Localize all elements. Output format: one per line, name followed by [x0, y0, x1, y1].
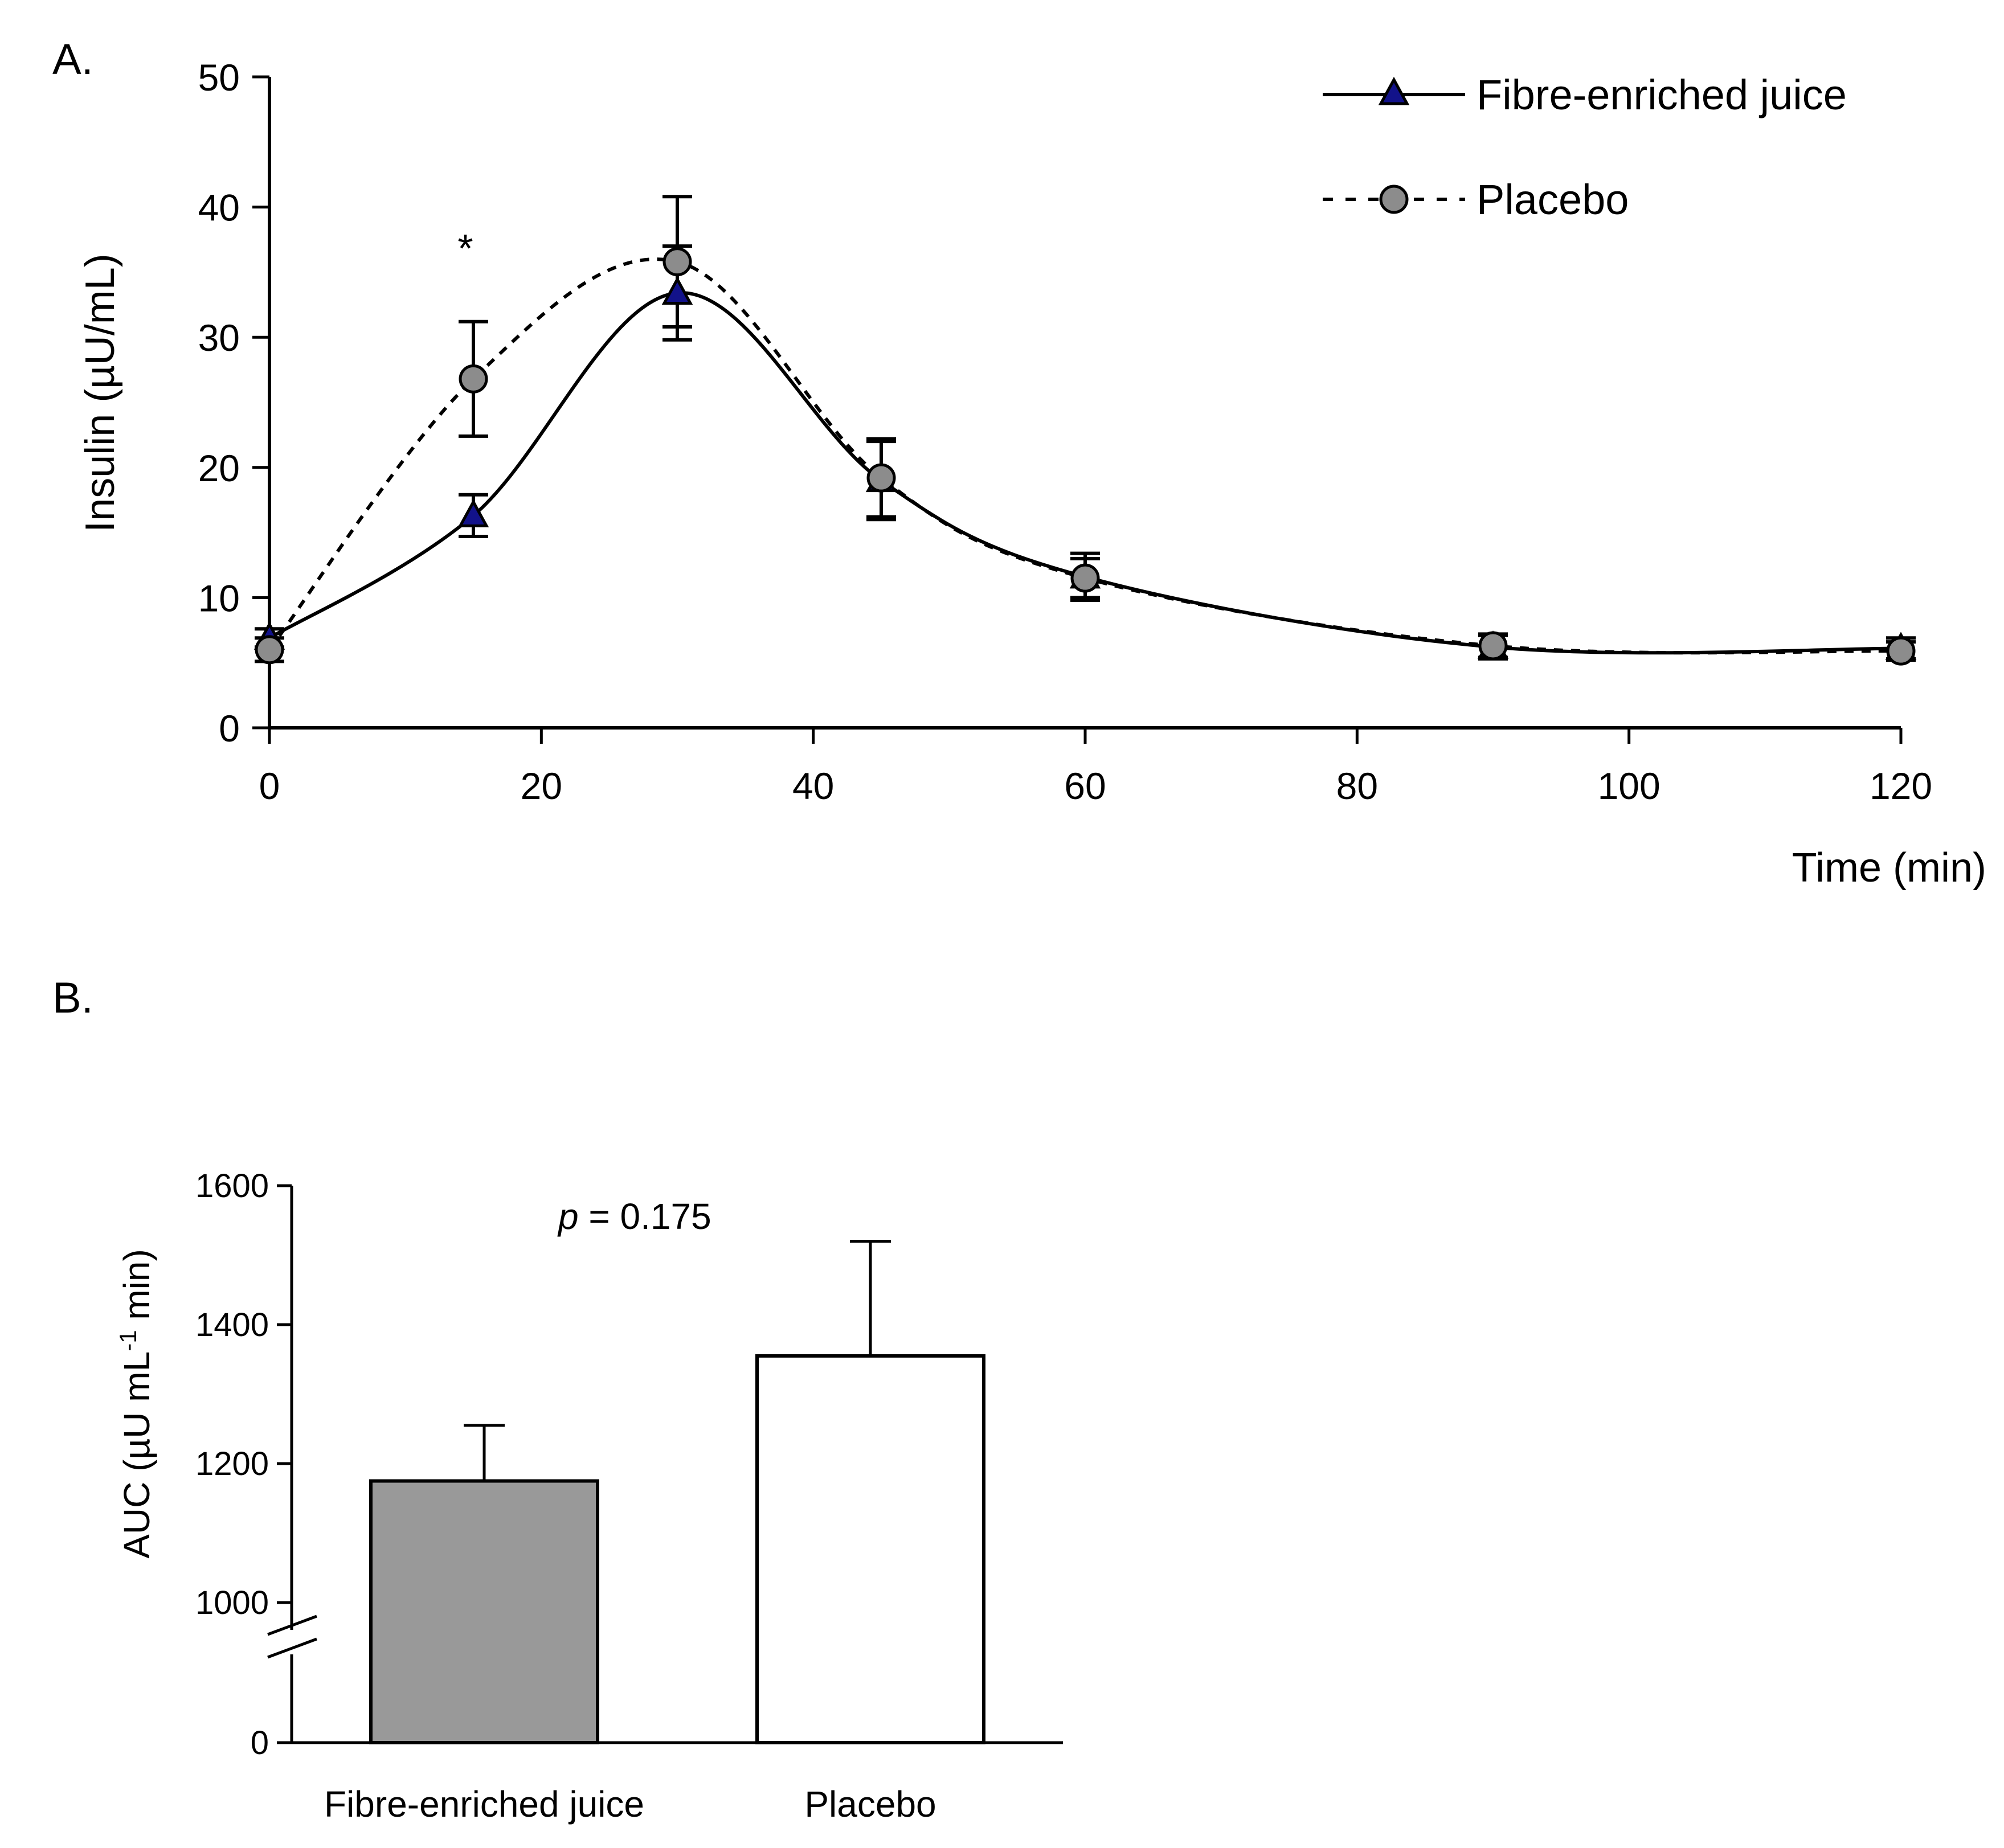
panel-a-x-tick-label: 60 — [1064, 765, 1106, 807]
panel-a-line-chart: A. 0 10 20 30 40 50 0 20 40 60 80 100 120 * Time (mi… — [52, 35, 1986, 891]
panel-a-legend: Fibre-enriched juice Placebo — [1323, 71, 1847, 223]
placebo-data-point — [1478, 631, 1508, 661]
placebo-data-point — [1070, 563, 1100, 593]
panel-a-label: A. — [52, 35, 93, 84]
p-value-symbol: p — [557, 1196, 579, 1237]
panel-b-y-axis-label: AUC (µU mL-1 min) — [114, 1249, 158, 1559]
panel-a-x-tick-label: 100 — [1598, 765, 1661, 807]
panel-a-x-tick-label: 0 — [259, 765, 280, 807]
bar-fibre-enriched-juice — [369, 1479, 599, 1744]
panel-a-series: * — [253, 195, 1917, 666]
panel-b-bar-chart: B. 0 1000 1200 1400 1600 Fibre-enriched juic… — [52, 974, 1063, 1825]
panel-b-y-tick-label: 1000 — [195, 1584, 269, 1621]
panel-b-y-tick-label: 0 — [251, 1724, 269, 1761]
panel-a-y-tick-label: 0 — [219, 707, 240, 749]
panel-a-x-tick-label: 20 — [521, 765, 562, 807]
panel-a-x-tick-label: 80 — [1336, 765, 1378, 807]
placebo-data-point — [459, 364, 488, 394]
panel-a-y-tick-label: 10 — [198, 577, 240, 619]
legend-item-fibre: Fibre-enriched juice — [1323, 71, 1847, 118]
panel-a-y-axis-label: Insulin (µU/mL) — [77, 253, 123, 532]
legend-item-placebo: Placebo — [1323, 176, 1629, 223]
placebo-data-point — [662, 247, 692, 277]
panel-b-bars: Fibre-enriched juice Placebo — [324, 1240, 985, 1825]
placebo-data-point — [1886, 636, 1916, 666]
bar-placebo — [755, 1354, 985, 1744]
legend-triangle-marker — [1378, 76, 1410, 105]
placebo-data-point — [255, 635, 284, 665]
panel-b-y-axis-label-main: AUC (µU mL — [116, 1351, 157, 1559]
placebo-data-point — [866, 463, 896, 493]
axis-break-mark — [267, 1615, 317, 1636]
panel-b-y-axis-label-sup: -1 — [114, 1330, 141, 1351]
panel-a-axes: 0 10 20 30 40 50 0 20 40 60 80 100 120 — [198, 56, 1932, 807]
panel-b-y-tick-label: 1600 — [195, 1167, 269, 1204]
panel-a-y-tick-label: 20 — [198, 447, 240, 489]
panel-b-category-label: Fibre-enriched juice — [324, 1784, 644, 1825]
significance-asterisk: * — [457, 226, 473, 271]
legend-circle-marker — [1379, 185, 1409, 214]
panel-a-x-axis-label: Time (min) — [1792, 845, 1986, 891]
panel-b-y-tick-label: 1400 — [195, 1306, 269, 1343]
p-value-annotation: p = 0.175 — [557, 1196, 711, 1237]
axis-break-mark — [267, 1637, 317, 1659]
p-value-text: = 0.175 — [579, 1196, 711, 1237]
panel-a-x-tick-label: 40 — [792, 765, 834, 807]
panel-b-y-tick-label: 1200 — [195, 1445, 269, 1482]
fibre-data-point — [661, 276, 693, 305]
fibre-data-point — [457, 499, 489, 527]
panel-b-y-axis-label-tail: min) — [116, 1249, 157, 1330]
legend-label-placebo: Placebo — [1477, 176, 1629, 223]
panel-a-y-tick-label: 30 — [198, 317, 240, 359]
panel-b-category-label: Placebo — [804, 1784, 936, 1825]
panel-a-x-tick-label: 120 — [1870, 765, 1932, 807]
panel-a-y-tick-label: 50 — [198, 56, 240, 99]
legend-label-fibre: Fibre-enriched juice — [1477, 71, 1847, 118]
panel-b-label: B. — [52, 974, 93, 1022]
panel-a-y-tick-label: 40 — [198, 187, 240, 229]
